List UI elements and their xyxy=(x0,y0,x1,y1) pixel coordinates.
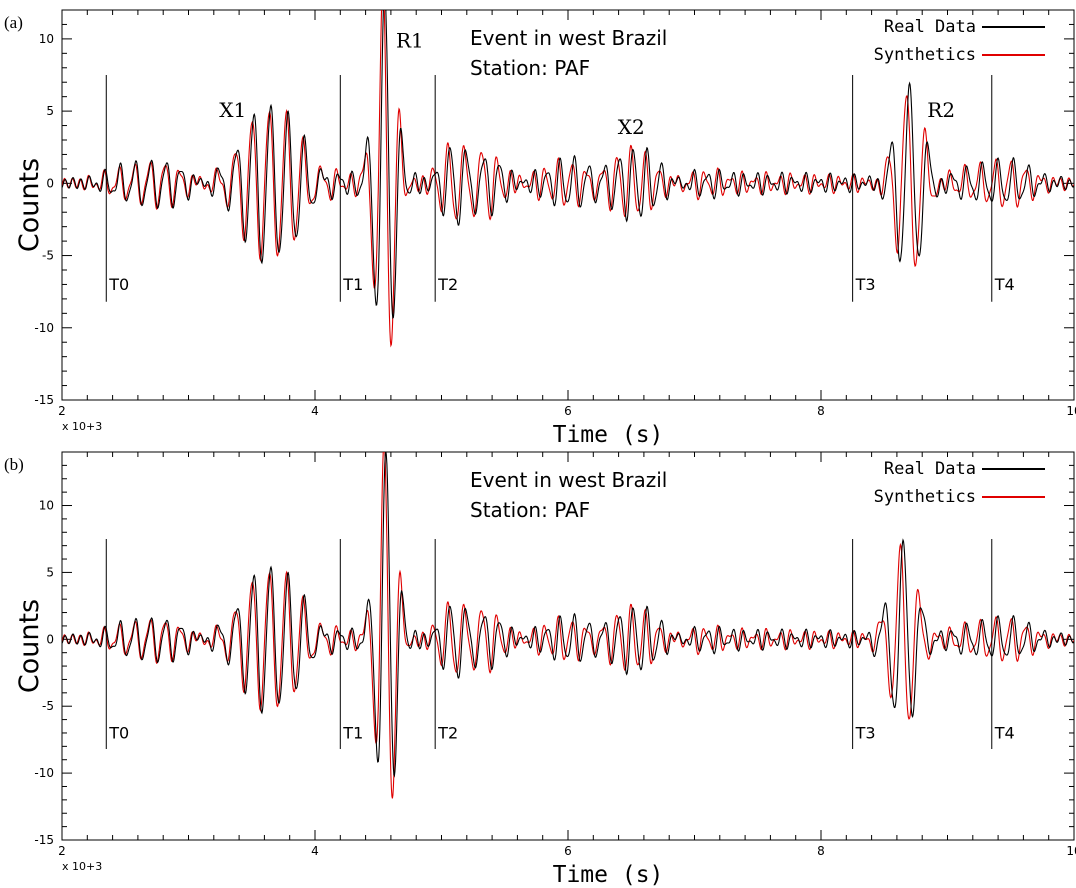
y-tick-label: -15 xyxy=(34,393,54,407)
y-tick-label: 0 xyxy=(46,632,54,646)
y-tick-label: -10 xyxy=(34,321,54,335)
x-tick-label: 2 xyxy=(58,844,66,858)
window-marker-label: T2 xyxy=(437,275,458,294)
y-tick-label: -15 xyxy=(34,833,54,847)
panel-letter: (b) xyxy=(4,455,24,474)
y-tick-label: -5 xyxy=(42,249,54,263)
y-tick-label: -5 xyxy=(42,699,54,713)
x-multiplier-label: x 10+3 xyxy=(62,860,102,873)
legend-entry-label: Real Data xyxy=(884,17,976,37)
y-tick-label: 10 xyxy=(39,32,54,46)
y-tick-label: 0 xyxy=(46,176,54,190)
window-marker-label: T4 xyxy=(994,723,1015,742)
chart-title-line: Event in west Brazil xyxy=(470,26,667,50)
series-line-real-data xyxy=(62,10,1074,320)
x-tick-label: 4 xyxy=(311,404,319,418)
chart-title-line: Station: PAF xyxy=(470,498,590,522)
series-line-synthetics xyxy=(62,452,1074,799)
window-marker-label: T1 xyxy=(342,723,363,742)
legend-entry-label: Synthetics xyxy=(874,45,976,65)
series-line-real-data xyxy=(62,452,1074,778)
x-tick-label: 6 xyxy=(564,844,572,858)
x-tick-label: 4 xyxy=(311,844,319,858)
window-marker-label: T4 xyxy=(994,275,1015,294)
x-tick-label: 2 xyxy=(58,404,66,418)
chart-panel-a: (a) 10 5 0 -5 -10 -15 2 4 6 8 10 x 10+3 Time (s) Count… xyxy=(4,9,1076,448)
x-tick-label: 10 xyxy=(1066,844,1076,858)
window-marker-label: T1 xyxy=(342,275,363,294)
x-tick-label: 10 xyxy=(1066,404,1076,418)
y-axis-label: Counts xyxy=(14,158,45,252)
x-tick-label: 8 xyxy=(817,404,825,418)
window-marker-label: T3 xyxy=(855,275,876,294)
legend-entry-label: Real Data xyxy=(884,459,976,479)
window-marker-label: T2 xyxy=(437,723,458,742)
panel-letter: (a) xyxy=(4,13,23,32)
window-marker-label: T3 xyxy=(855,723,876,742)
y-tick-label: 5 xyxy=(46,565,54,579)
x-tick-label: 8 xyxy=(817,844,825,858)
x-axis-label: Time (s) xyxy=(553,862,664,888)
series-line-synthetics xyxy=(62,10,1074,348)
y-tick-label: 10 xyxy=(39,499,54,513)
x-tick-label: 6 xyxy=(564,404,572,418)
x-axis-label: Time (s) xyxy=(553,422,664,448)
phase-label: X2 xyxy=(618,115,645,139)
phase-label: R1 xyxy=(396,29,424,53)
y-tick-label: -10 xyxy=(34,766,54,780)
y-tick-label: 5 xyxy=(46,104,54,118)
chart-panel-b: (b) 10 5 0 -5 -10 -15 2 4 6 8 10 x 10+3 Time (s) Count… xyxy=(4,451,1076,888)
phase-label: X1 xyxy=(219,98,246,122)
legend-entry-label: Synthetics xyxy=(874,487,976,507)
chart-title-line: Event in west Brazil xyxy=(470,468,667,492)
window-marker-label: T0 xyxy=(108,723,129,742)
window-marker-label: T0 xyxy=(108,275,129,294)
x-multiplier-label: x 10+3 xyxy=(62,420,102,433)
y-axis-label: Counts xyxy=(14,599,45,693)
phase-label: R2 xyxy=(927,98,955,122)
chart-title-line: Station: PAF xyxy=(470,56,590,80)
